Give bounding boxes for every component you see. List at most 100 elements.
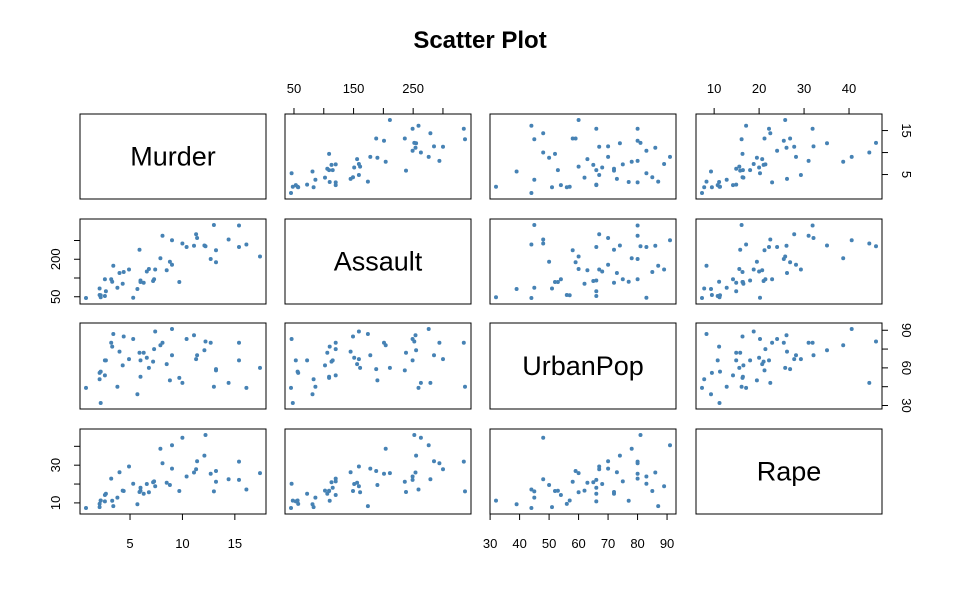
data-point (709, 392, 713, 397)
data-point (576, 267, 581, 271)
data-point (237, 477, 241, 482)
data-point (158, 446, 163, 451)
data-point (153, 484, 158, 489)
data-point (167, 378, 172, 383)
data-point (739, 137, 744, 142)
data-point (597, 144, 602, 149)
data-point (825, 243, 829, 248)
data-point (811, 236, 816, 240)
data-point (626, 279, 631, 284)
data-point (768, 237, 773, 242)
data-point (767, 245, 771, 249)
tick-label: 15 (899, 123, 914, 137)
data-point (416, 123, 421, 128)
data-point (740, 151, 745, 156)
data-point (734, 358, 739, 363)
data-point (758, 295, 762, 300)
data-point (305, 358, 310, 363)
data-point (744, 385, 749, 390)
data-point (323, 488, 327, 493)
data-point (138, 485, 143, 490)
data-point (715, 183, 720, 188)
data-point (594, 499, 599, 504)
data-point (738, 350, 743, 355)
data-point (289, 481, 294, 486)
data-point (841, 343, 846, 348)
tick-label: 10 (707, 81, 721, 96)
data-point (564, 501, 569, 506)
data-point (620, 479, 625, 484)
data-point (226, 380, 231, 385)
data-point (84, 506, 88, 510)
tick-label: 90 (899, 323, 914, 337)
data-point (152, 347, 157, 352)
data-point (555, 168, 560, 173)
data-point (731, 373, 735, 378)
data-point (788, 367, 793, 372)
data-point (620, 277, 625, 282)
data-point (529, 296, 534, 300)
data-point (117, 470, 122, 475)
data-point (550, 185, 554, 190)
data-point (606, 144, 611, 149)
data-point (135, 287, 140, 291)
data-point (541, 237, 546, 242)
data-point (290, 498, 295, 503)
data-point (184, 245, 189, 249)
data-point (740, 334, 745, 339)
data-point (167, 483, 172, 487)
data-point (404, 350, 408, 355)
data-point (258, 365, 262, 370)
data-point (177, 280, 182, 284)
data-point (532, 137, 537, 142)
panel-assault-vs-murder (79, 218, 267, 305)
data-point (203, 244, 208, 249)
tick-label: 200 (48, 248, 63, 270)
data-point (635, 257, 640, 261)
data-point (594, 278, 599, 283)
data-point (333, 162, 338, 167)
panel-murder-vs-urbanpop (489, 113, 677, 200)
data-point (558, 183, 563, 188)
data-point (84, 385, 88, 390)
panel-rape-vs-murder (79, 428, 267, 515)
data-point (763, 162, 768, 167)
data-point (532, 223, 537, 227)
data-point (432, 459, 436, 464)
data-point (135, 392, 140, 397)
data-point (715, 358, 720, 363)
data-point (741, 363, 746, 368)
panel-assault-vs-rape (695, 218, 883, 305)
data-point (387, 365, 392, 370)
data-point (437, 340, 442, 345)
chart-title: Scatter Plot (413, 27, 546, 54)
data-point (635, 471, 640, 476)
data-point (441, 467, 445, 472)
data-point (383, 446, 388, 451)
data-point (141, 280, 146, 285)
y-axis-left-rape: 10 30 (48, 445, 81, 510)
data-point (437, 461, 442, 466)
panel-murder-vs-rape (695, 113, 883, 200)
data-point (192, 243, 196, 248)
data-point (237, 245, 241, 249)
data-point (293, 183, 298, 188)
tick-label: 60 (899, 361, 914, 375)
data-point (426, 154, 431, 159)
data-point (718, 369, 722, 374)
data-point (739, 384, 744, 389)
data-point (138, 358, 143, 363)
data-point (375, 483, 380, 487)
data-point (811, 353, 816, 358)
data-point (158, 343, 163, 348)
data-point (582, 175, 587, 180)
tick-label: 50 (48, 290, 63, 304)
data-point (768, 380, 773, 385)
data-point (355, 480, 360, 485)
data-point (333, 476, 338, 481)
data-point (558, 277, 563, 282)
data-point (662, 484, 667, 489)
data-point (325, 491, 330, 496)
data-point (153, 267, 158, 272)
data-point (164, 480, 169, 485)
